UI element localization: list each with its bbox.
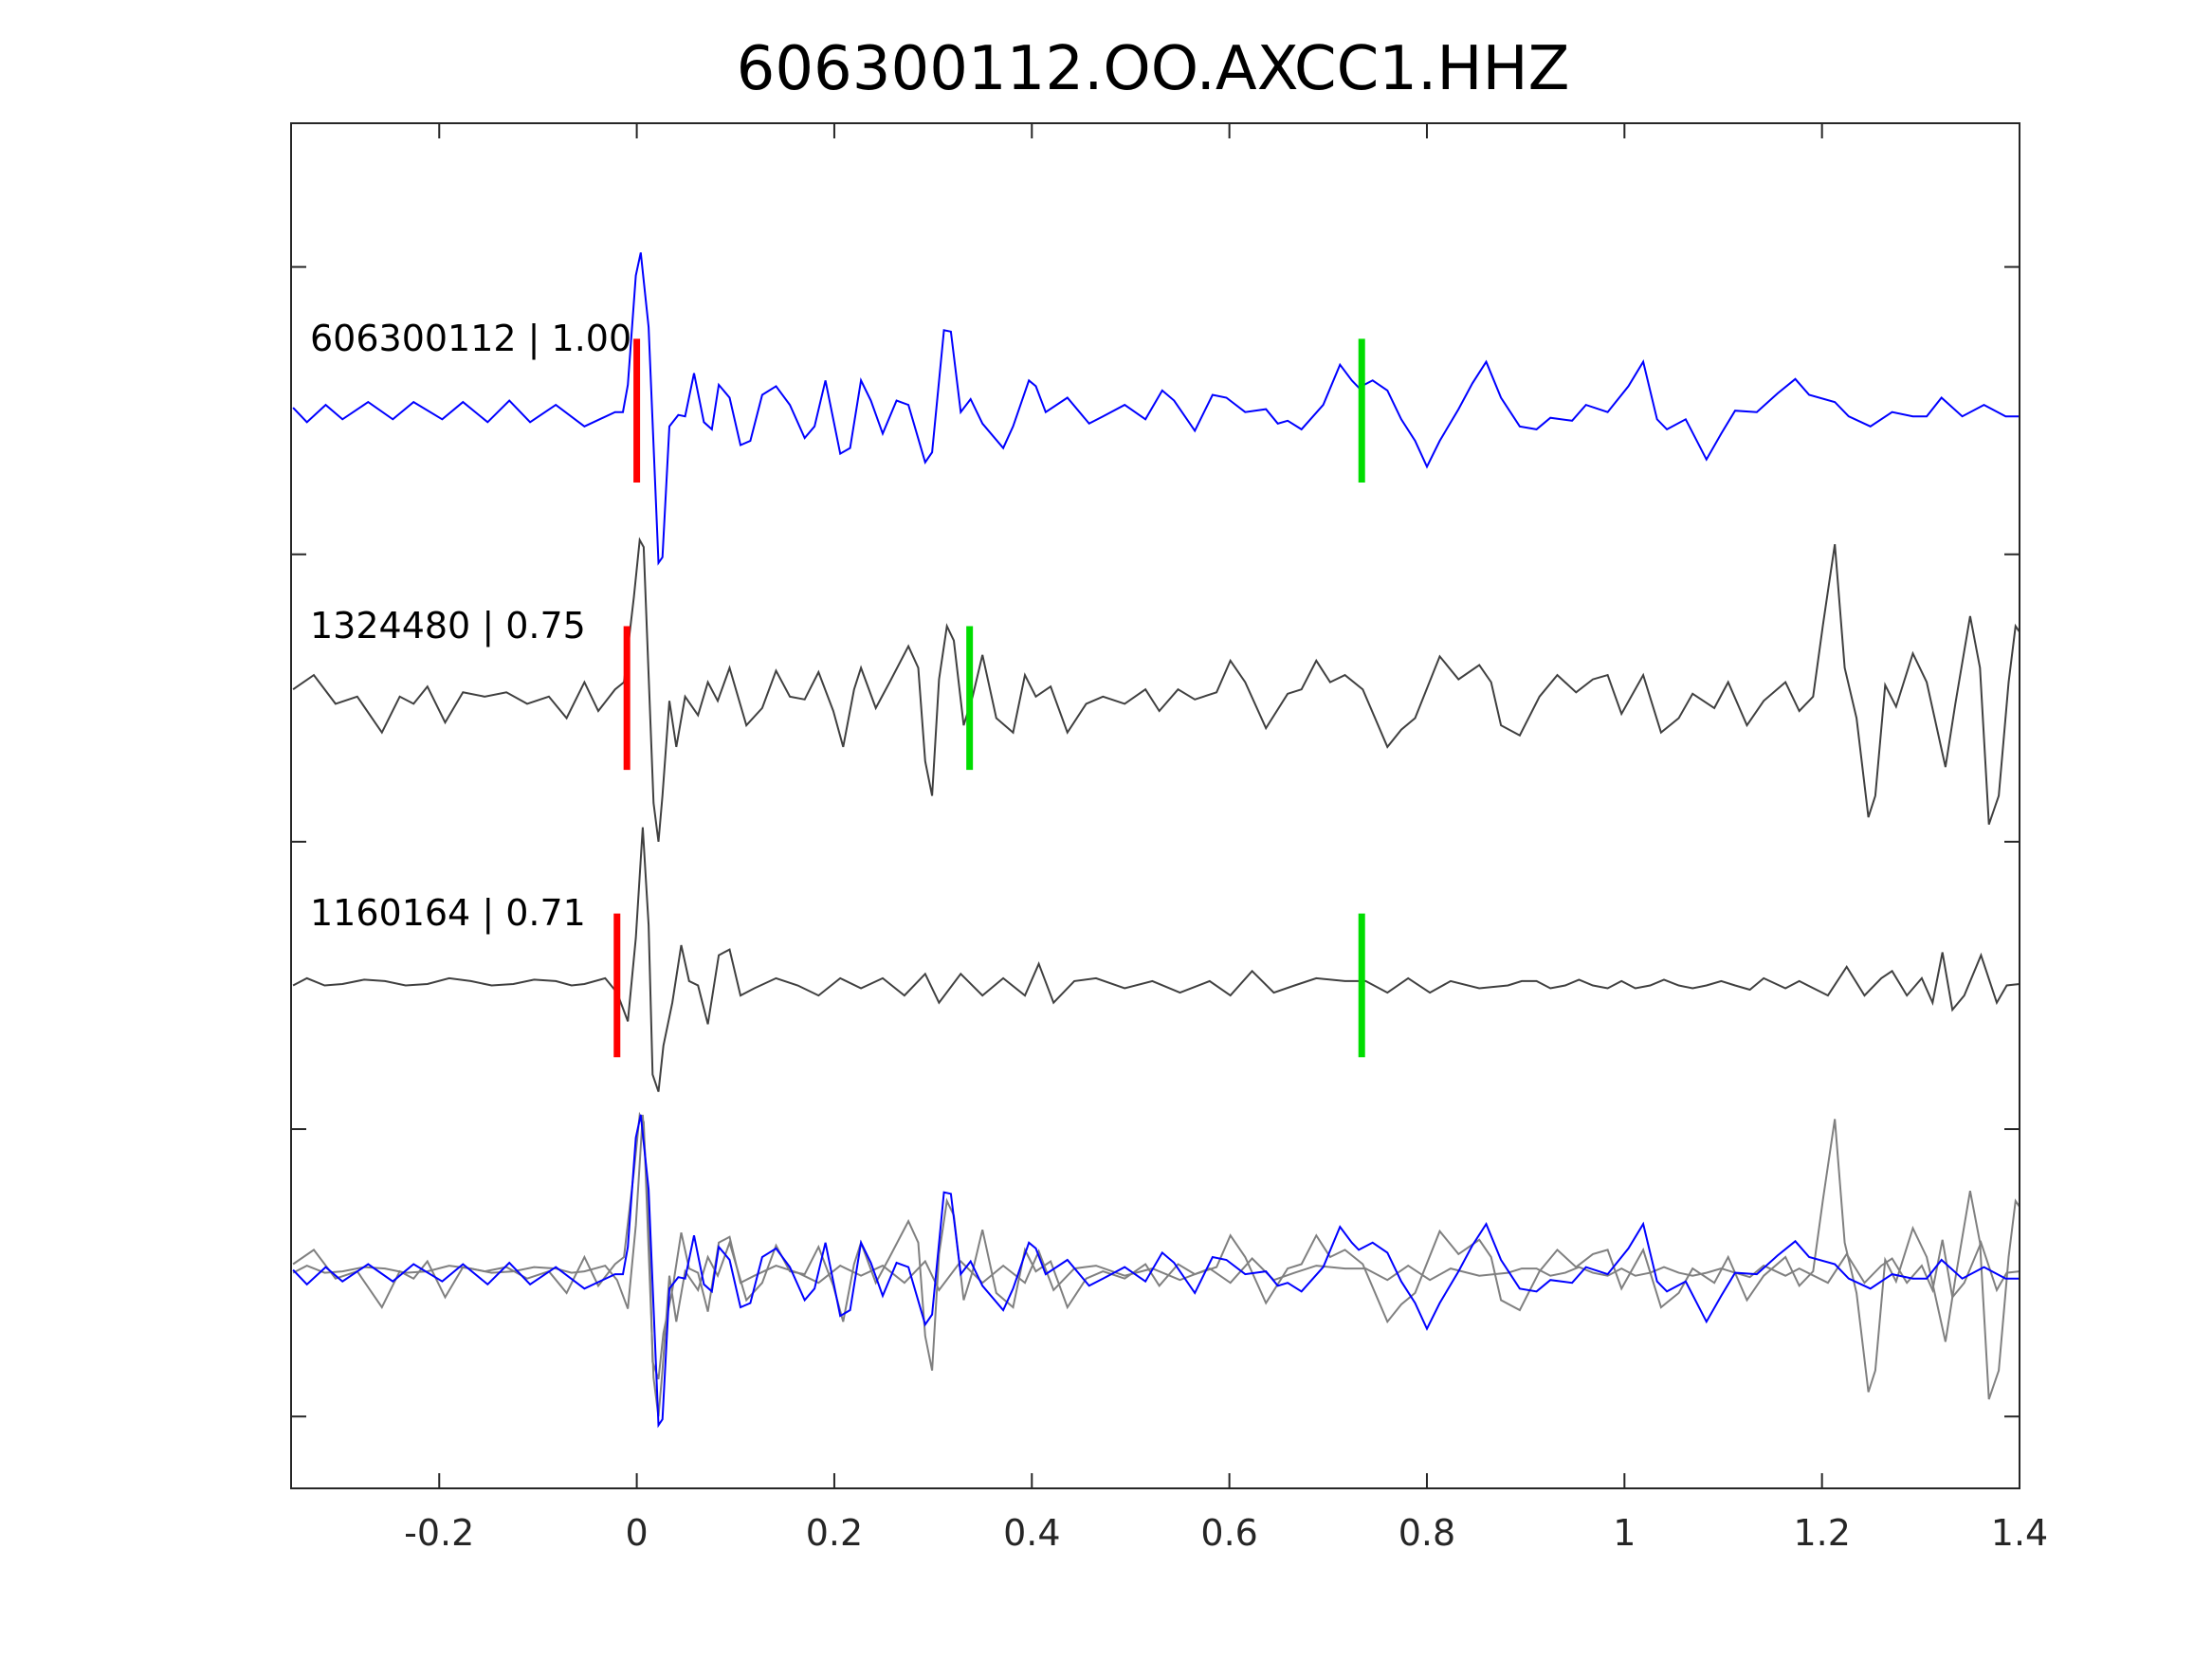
chart-title: 606300112.OO.AXCC1.HHZ [737, 34, 1570, 104]
trace-label-606300112: 606300112 | 1.00 [310, 318, 631, 360]
trace-1324480 [292, 537, 2020, 843]
trace-labels: 606300112 | 1.00 1324480 | 0.75 1160164 … [310, 318, 631, 935]
overlay-trace-1160164 [292, 1114, 2020, 1380]
axis-ticks: -0.2 0 0.2 0.4 0.6 0.8 1 1.2 1.4 [291, 123, 2048, 1554]
x-tick-label: 1 [1613, 1512, 1636, 1554]
x-tick-label: 1.2 [1793, 1512, 1850, 1554]
x-tick-label: 0.6 [1200, 1512, 1257, 1554]
overlay-trace-1324480 [292, 1111, 2020, 1417]
plot-area [292, 252, 2020, 1429]
trace-606300112 [292, 252, 2020, 566]
x-tick-label: 0 [626, 1512, 649, 1554]
trace-1160164 [292, 827, 2020, 1092]
axes-box [290, 122, 2020, 1489]
x-tick-label: -0.2 [404, 1512, 474, 1554]
x-tick-label: 1.4 [1991, 1512, 2048, 1554]
x-tick-label: 0.4 [1003, 1512, 1060, 1554]
x-tick-label: 0.8 [1398, 1512, 1455, 1554]
trace-label-1160164: 1160164 | 0.71 [310, 892, 586, 935]
trace-label-1324480: 1324480 | 0.75 [310, 605, 586, 647]
overlay-trace-606300112 [292, 1114, 2020, 1429]
x-tick-label: 0.2 [806, 1512, 863, 1554]
